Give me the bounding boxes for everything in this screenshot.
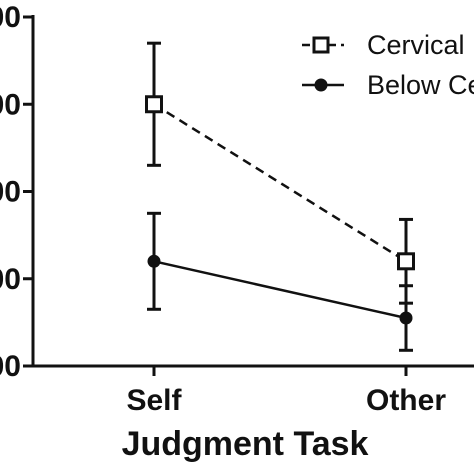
data-point [147,254,161,268]
x-tick-label: Self [126,384,182,417]
series-line-1 [153,260,407,320]
legend-label: Below Ce [367,70,474,100]
legend: Cervical Below Ce [302,30,474,100]
y-tick-label: 2.000 [0,176,21,209]
series-layer [145,41,415,352]
y-tick-label: 1.000 [0,263,21,296]
y-tick-label: 3.000 [0,88,21,121]
legend-marker [312,36,330,54]
data-point [145,95,163,114]
y-tick-label: 0.000 [0,350,21,383]
x-axis-title: Judgment Task [122,425,369,463]
legend-label: Cervical [367,30,465,60]
x-tick-label: Other [366,384,446,417]
data-point [397,252,415,271]
legend-marker [314,78,328,92]
data-point [399,311,413,325]
series-line-0 [153,103,407,263]
y-tick-label: 4.000 [0,1,21,34]
axes: 0.000 1.000 2.000 3.000 4.000 Self Other [0,1,474,417]
